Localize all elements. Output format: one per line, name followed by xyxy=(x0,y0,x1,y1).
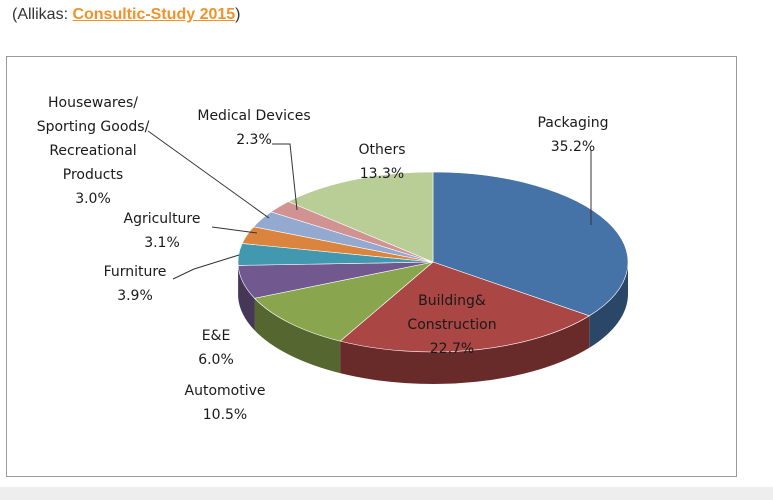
pie-sides xyxy=(238,262,628,384)
source-link[interactable]: Consultic-Study 2015 xyxy=(72,6,236,23)
slice-name-building-construction: Building& xyxy=(418,293,486,309)
slice-value-medical-devices: 2.3% xyxy=(236,132,272,148)
slice-label-automotive: Automotive 10.5% xyxy=(185,383,266,423)
slice-label-others: Others 13.3% xyxy=(358,142,405,182)
slice-name-housewares: Recreational xyxy=(49,143,136,159)
leader-line-furniture xyxy=(172,254,240,280)
slice-name-medical-devices: Medical Devices xyxy=(197,108,310,124)
leader-lines xyxy=(147,130,592,280)
source-prefix: (Allikas: xyxy=(12,6,73,23)
slice-labels: Packaging 35.2% Building&Construction 22.7%… xyxy=(37,95,609,423)
leader-line-housewares xyxy=(147,130,270,219)
slice-name-agriculture: Agriculture xyxy=(124,211,201,227)
slice-label-housewares: Housewares/Sporting Goods/Recreational Pr… xyxy=(37,95,150,207)
slice-label-ee: E&E 6.0% xyxy=(198,328,234,368)
chart-frame: Packaging 35.2% Building& Construction 22.7%… xyxy=(6,56,737,477)
slice-name-building-construction: Construction xyxy=(407,317,496,333)
pie-slice-packaging xyxy=(432,171,629,317)
source-suffix: ) xyxy=(235,6,241,23)
slice-value-ee: 6.0% xyxy=(198,352,234,368)
slice-value-others: 13.3% xyxy=(360,166,404,182)
slice-label-furniture: Furniture 3.9% xyxy=(104,264,167,304)
slice-name-automotive: Automotive xyxy=(185,383,266,399)
slice-name-ee: E&E xyxy=(202,328,231,344)
pie-slice-automotive xyxy=(253,261,434,342)
pie-top xyxy=(237,171,629,353)
slice-name-housewares: Sporting Goods/ xyxy=(37,119,150,135)
source-citation: (Allikas: Consultic-Study 2015) xyxy=(12,6,240,24)
slice-name-housewares: Housewares/ xyxy=(48,95,138,111)
slice-value-automotive: 10.5% xyxy=(203,407,247,423)
slice-label-agriculture: Agriculture 3.1% xyxy=(124,211,201,251)
slice-value-building-construction: 22.7% xyxy=(430,341,474,357)
slice-value-housewares: 3.0% xyxy=(75,191,111,207)
slice-value-furniture: 3.9% xyxy=(117,288,153,304)
slice-name-packaging: Packaging xyxy=(537,115,608,131)
slice-name-housewares: Products xyxy=(63,167,123,183)
pie-side-building-construction xyxy=(340,315,590,384)
pie-side-ee xyxy=(238,265,255,331)
leader-line-agriculture xyxy=(211,226,258,234)
pie-side-packaging xyxy=(589,262,628,348)
pie-slice-others xyxy=(287,171,434,263)
pie-slice-building-construction xyxy=(339,261,591,353)
slice-label-medical-devices: Medical Devices 2.3% xyxy=(197,108,310,148)
leader-line-medical-devices xyxy=(272,143,298,211)
slice-value-packaging: 35.2% xyxy=(551,139,595,155)
bottom-band xyxy=(0,487,773,500)
slice-label-building-construction: Building&Construction 22.7% xyxy=(407,293,496,357)
slice-value-agriculture: 3.1% xyxy=(144,235,180,251)
pie-chart: Packaging 35.2% Building&Construction 22.7%… xyxy=(37,95,629,423)
slice-name-others: Others xyxy=(358,142,405,158)
pie-side-automotive xyxy=(254,298,341,374)
slice-name-furniture: Furniture xyxy=(104,264,167,280)
slice-label-packaging: Packaging 35.2% xyxy=(537,115,608,155)
